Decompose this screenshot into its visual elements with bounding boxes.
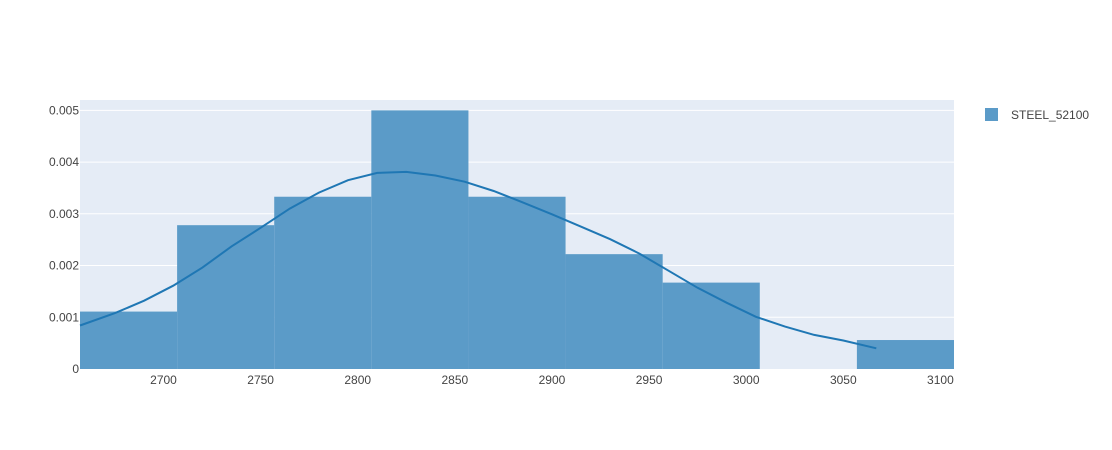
y-tick-label: 0.002	[49, 259, 79, 273]
density-curve	[79, 170, 877, 350]
y-tick-label: 0.004	[49, 155, 79, 169]
y-axis-ticks: 0 0.001 0.002 0.003 0.004 0.005	[49, 103, 79, 376]
legend[interactable]: STEEL_52100	[985, 108, 1089, 122]
x-tick-label: 2800	[344, 373, 371, 387]
x-tick-label: 2750	[247, 373, 274, 387]
histogram-bar[interactable]	[177, 225, 275, 369]
y-tick-label: 0.001	[49, 310, 79, 324]
histogram-bar[interactable]	[80, 311, 178, 369]
y-tick-label: 0	[72, 362, 79, 376]
histogram-bar[interactable]	[274, 196, 372, 369]
histogram-bar[interactable]	[371, 110, 469, 369]
histogram-bar[interactable]	[856, 340, 954, 369]
legend-swatch[interactable]	[985, 108, 998, 121]
histogram-bars	[80, 110, 954, 369]
histogram-bar[interactable]	[565, 254, 663, 369]
x-tick-label: 3100	[927, 373, 954, 387]
x-tick-label: 3050	[830, 373, 857, 387]
y-tick-label: 0.005	[49, 103, 79, 117]
x-tick-label: 3000	[733, 373, 760, 387]
x-tick-label: 2950	[636, 373, 663, 387]
y-tick-label: 0.003	[49, 207, 79, 221]
histogram-bar[interactable]	[468, 196, 566, 369]
legend-label[interactable]: STEEL_52100	[1011, 108, 1089, 122]
histogram-bar[interactable]	[662, 282, 760, 369]
x-axis-ticks: 2700 2750 2800 2850 2900 2950 3000 3050 3100	[150, 373, 954, 387]
x-tick-label: 2850	[441, 373, 468, 387]
x-tick-label: 2700	[150, 373, 177, 387]
density-curve-line[interactable]	[79, 170, 877, 350]
x-tick-label: 2900	[539, 373, 566, 387]
